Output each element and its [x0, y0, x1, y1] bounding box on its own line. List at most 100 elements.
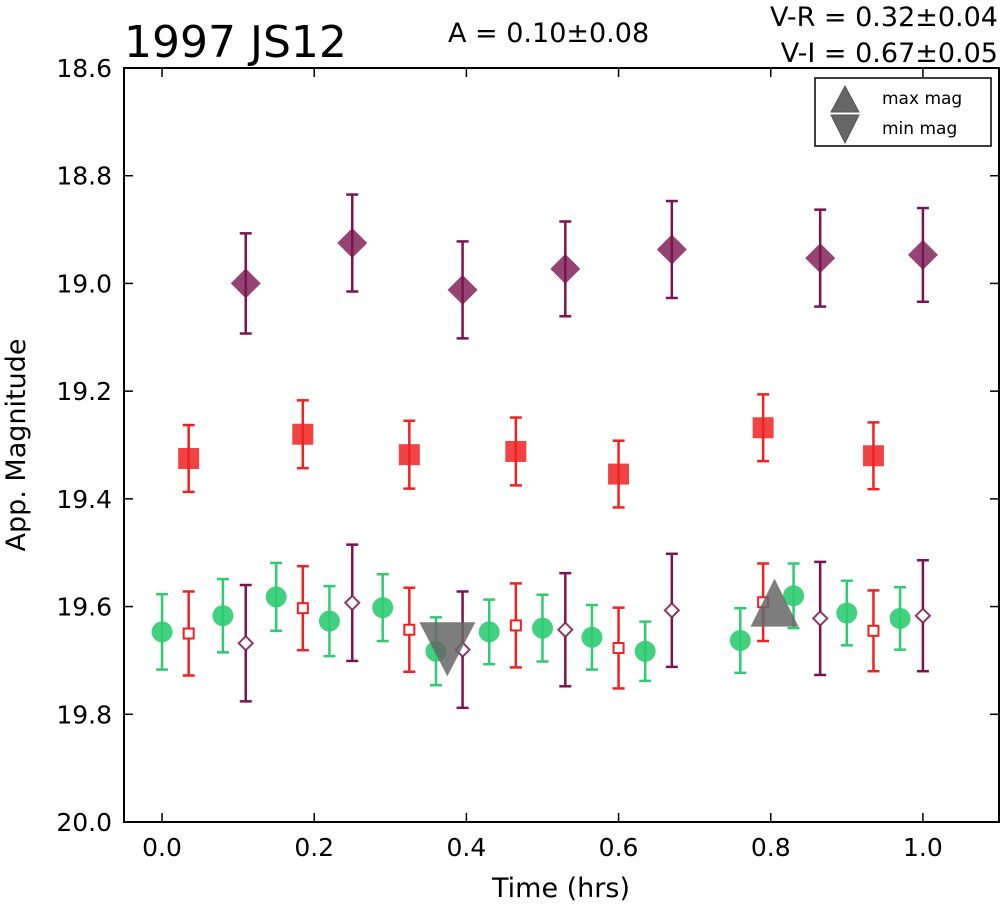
- legend: max mag min mag: [814, 77, 992, 147]
- r-band-marker: [292, 423, 314, 445]
- i-open-diamond-marker: [663, 601, 681, 619]
- data-point: [505, 416, 527, 487]
- data-point: [729, 606, 751, 675]
- y-axis-label: App. Magnitude: [1, 339, 32, 552]
- data-point: [867, 589, 880, 673]
- v-band-marker: [531, 617, 553, 639]
- v-i-annotation: V-I = 0.67±0.05: [781, 38, 998, 69]
- r-open-square-marker: [296, 602, 309, 615]
- r-band-marker: [178, 447, 200, 469]
- data-point: [836, 579, 858, 647]
- data-point: [318, 584, 340, 658]
- data-point: [212, 577, 234, 654]
- data-point: [151, 592, 173, 671]
- data-point: [805, 208, 836, 308]
- data-point: [914, 559, 932, 673]
- data-point: [230, 232, 261, 335]
- v-band-marker: [634, 640, 656, 662]
- data-point: [447, 240, 478, 340]
- y-tick-label: 18.8: [56, 162, 112, 191]
- legend-max-label: max mag: [882, 89, 962, 109]
- r-open-square-marker: [509, 619, 522, 632]
- data-point: [612, 606, 625, 690]
- x-tick-label: 0.2: [294, 833, 334, 862]
- v-band-marker: [889, 607, 911, 629]
- y-tick-label: 18.6: [56, 54, 112, 83]
- i-open-diamond-marker: [556, 621, 574, 639]
- data-point: [556, 571, 574, 688]
- axis-ticks: 0.0 0.2 0.4 0.6 0.8 1.0 18.6 18.8 19.0 19.2 19.4 19…: [56, 54, 999, 862]
- v-band-marker: [581, 626, 603, 648]
- r-band-marker: [752, 417, 774, 439]
- x-tick-label: 1.0: [903, 833, 943, 862]
- v-band-marker: [729, 630, 751, 652]
- data-point: [478, 598, 500, 666]
- v-band-marker: [478, 621, 500, 643]
- min-mag-marker: [419, 622, 476, 677]
- y-tick-label: 19.6: [56, 593, 112, 622]
- data-marks: [151, 193, 938, 710]
- v-band-marker: [783, 585, 805, 607]
- data-point: [811, 560, 829, 677]
- data-point: [343, 543, 361, 663]
- data-point: [372, 573, 394, 643]
- i-open-diamond-marker: [914, 607, 932, 625]
- x-axis-label: Time (hrs): [491, 873, 630, 904]
- data-point: [862, 421, 884, 491]
- x-tick-label: 0.8: [751, 833, 791, 862]
- i-band-marker: [656, 234, 687, 265]
- chart-title: 1997 JS12: [124, 17, 347, 68]
- i-band-marker: [805, 243, 836, 274]
- r-band-marker: [862, 445, 884, 467]
- i-band-marker: [907, 239, 938, 270]
- i-band-marker: [550, 253, 581, 284]
- x-tick-label: 0.0: [142, 833, 182, 862]
- x-tick-label: 0.4: [447, 833, 487, 862]
- v-band-marker: [318, 610, 340, 632]
- y-tick-label: 19.2: [56, 377, 112, 406]
- r-band-marker: [608, 463, 630, 485]
- data-point: [296, 564, 309, 652]
- data-point: [608, 439, 630, 509]
- y-tick-label: 19.8: [56, 700, 112, 729]
- data-point: [337, 193, 368, 293]
- data-point: [889, 585, 911, 651]
- r-open-square-marker: [612, 642, 625, 655]
- v-band-marker: [151, 621, 173, 643]
- data-point: [581, 603, 603, 671]
- data-point: [265, 561, 287, 633]
- data-point: [403, 586, 416, 673]
- i-band-marker: [230, 268, 261, 299]
- data-point: [237, 583, 255, 703]
- data-point: [907, 206, 938, 303]
- data-point: [531, 593, 553, 663]
- v-band-marker: [372, 597, 394, 619]
- i-open-diamond-marker: [811, 610, 829, 627]
- v-band-marker: [265, 586, 287, 608]
- r-band-marker: [505, 440, 527, 462]
- r-open-square-marker: [182, 627, 195, 640]
- i-band-marker: [447, 274, 478, 305]
- data-point: [663, 552, 681, 669]
- data-point: [656, 199, 687, 300]
- v-r-annotation: V-R = 0.32±0.04: [770, 2, 998, 33]
- plot-frame: [123, 67, 1000, 823]
- y-tick-label: 19.0: [56, 269, 112, 298]
- amplitude-annotation: A = 0.10±0.08: [448, 18, 649, 49]
- legend-min-marker: [830, 114, 860, 145]
- data-point: [752, 393, 774, 463]
- v-band-marker: [836, 602, 858, 624]
- i-open-diamond-marker: [343, 594, 361, 612]
- max-mag-marker: [750, 578, 799, 627]
- data-point: [550, 220, 581, 318]
- v-band-marker: [212, 605, 234, 627]
- data-point: [509, 582, 522, 669]
- data-point: [398, 419, 420, 490]
- y-tick-label: 19.4: [56, 485, 112, 514]
- data-point: [292, 399, 314, 470]
- data-point: [182, 590, 195, 677]
- data-point: [178, 423, 200, 494]
- legend-max-marker: [830, 84, 860, 113]
- i-open-diamond-marker: [237, 634, 255, 652]
- i-band-marker: [337, 228, 368, 259]
